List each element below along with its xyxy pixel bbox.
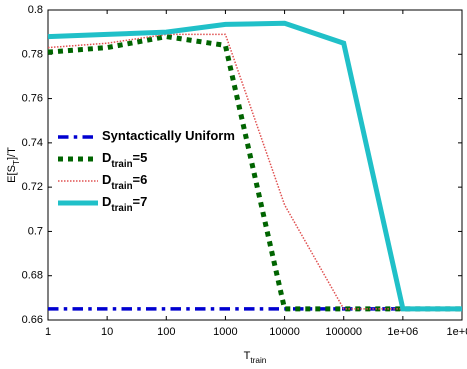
y-tick-label: 0.78 bbox=[22, 48, 43, 60]
y-tick-label: 0.8 bbox=[28, 4, 43, 16]
y-tick-label: 0.76 bbox=[22, 92, 43, 104]
x-tick-label: 100 bbox=[157, 326, 175, 338]
y-tick-label: 0.72 bbox=[22, 181, 43, 193]
y-tick-label: 0.7 bbox=[28, 225, 43, 237]
x-tick-label: 10000 bbox=[269, 326, 300, 338]
y-tick-label: 0.74 bbox=[22, 137, 43, 149]
x-tick-label: 1 bbox=[45, 326, 51, 338]
legend-label: Dtrain=7 bbox=[102, 194, 147, 214]
x-axis-label: Ttrain bbox=[244, 350, 267, 365]
series-line bbox=[47, 34, 462, 312]
x-tick-label: 10 bbox=[101, 326, 113, 338]
series-line bbox=[47, 20, 462, 312]
x-tick-label: 100000 bbox=[325, 326, 362, 338]
x-tick-label: 1e+06 bbox=[387, 326, 418, 338]
x-tick-label: 1e+07 bbox=[447, 326, 467, 338]
legend-label: Dtrain=6 bbox=[102, 172, 147, 192]
series-line bbox=[47, 33, 462, 310]
legend-label: Syntactically Uniform bbox=[102, 128, 235, 143]
y-axis-label: E[ST]/T bbox=[6, 147, 21, 183]
legend-label: Dtrain=5 bbox=[102, 150, 147, 170]
x-tick-label: 1000 bbox=[213, 326, 237, 338]
y-tick-label: 0.66 bbox=[22, 314, 43, 326]
y-tick-label: 0.68 bbox=[22, 270, 43, 282]
